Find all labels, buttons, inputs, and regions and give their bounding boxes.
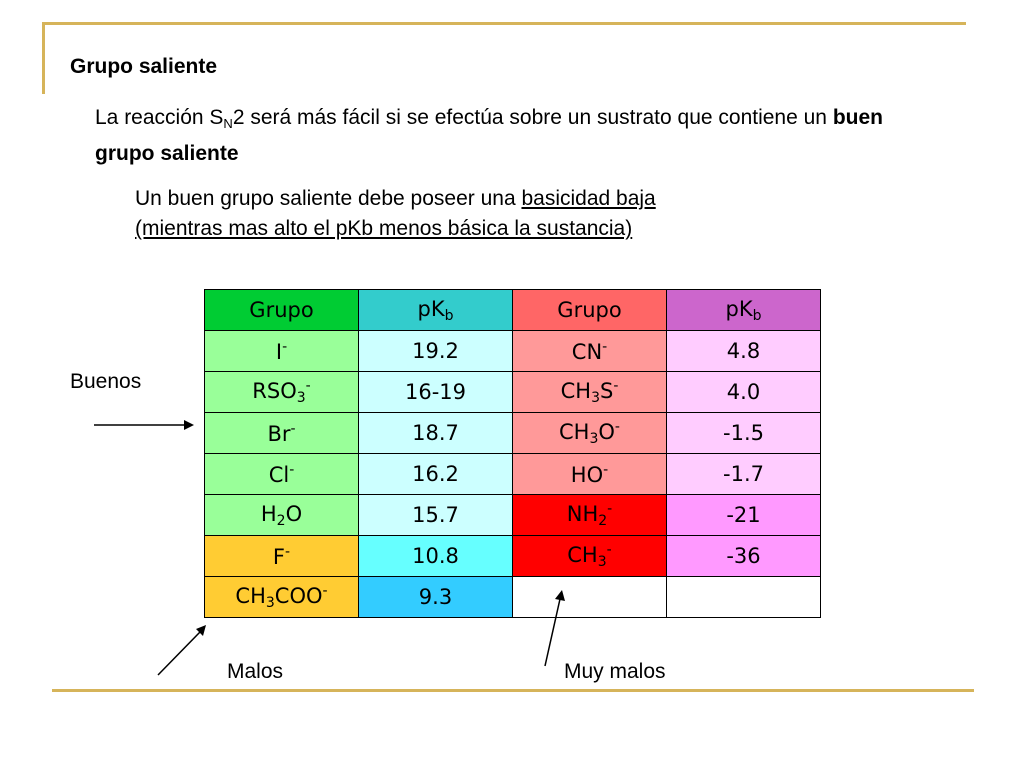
group-cell: HO- — [512, 453, 667, 495]
table-row: Cl- 16.2 HO- -1.7 — [204, 453, 821, 495]
table-row: I- 19.2 CN- 4.8 — [204, 330, 821, 372]
header-grupo-2: Grupo — [512, 289, 667, 331]
group-cell: NH2- — [512, 494, 667, 536]
group-cell: CH3O- — [512, 412, 667, 454]
empty-cell — [512, 576, 667, 618]
pkb-cell: 19.2 — [358, 330, 513, 372]
group-cell: CN- — [512, 330, 667, 372]
arrow-malos-icon — [157, 625, 206, 676]
pkb-cell: 10.8 — [358, 535, 513, 577]
frame-bottom-line — [52, 689, 974, 692]
group-cell: CH3- — [512, 535, 667, 577]
para1-text-a: La reacción S — [95, 106, 224, 129]
table-row: RSO3- 16-19 CH3S- 4.0 — [204, 371, 821, 413]
group-cell: F- — [204, 535, 359, 577]
para2-underline-1: basicidad baja — [521, 187, 656, 210]
pkb-cell: -1.5 — [666, 412, 821, 454]
para2-text-a: Un buen grupo saliente debe poseer una — [135, 187, 522, 210]
pkb-cell: 18.7 — [358, 412, 513, 454]
pkb-cell: 9.3 — [358, 576, 513, 618]
group-cell: Cl- — [204, 453, 359, 495]
table-row: H2O 15.7 NH2- -21 — [204, 494, 821, 536]
pkb-cell: 4.8 — [666, 330, 821, 372]
paragraph-sn2: La reacción SN2 será más fácil si se efe… — [95, 103, 895, 169]
arrow-muy-malos-icon — [544, 590, 565, 667]
group-cell: CH3COO- — [204, 576, 359, 618]
group-cell: CH3S- — [512, 371, 667, 413]
pkb-cell: 15.7 — [358, 494, 513, 536]
group-cell: RSO3- — [204, 371, 359, 413]
para1-bold: buen grupo saliente — [95, 106, 883, 165]
table-row: F- 10.8 CH3- -36 — [204, 535, 821, 577]
label-buenos: Buenos — [70, 370, 142, 393]
group-cell: Br- — [204, 412, 359, 454]
para1-subscript: N — [223, 116, 233, 131]
para1-text-b: 2 será más fácil si se efectúa sobre un … — [232, 106, 833, 129]
pkb-cell: -36 — [666, 535, 821, 577]
group-cell: H2O — [204, 494, 359, 536]
empty-cell — [666, 576, 821, 618]
pkb-cell: 16-19 — [358, 371, 513, 413]
table-row: CH3COO- 9.3 — [204, 576, 821, 618]
header-pkb-2: pKb — [666, 289, 821, 331]
header-grupo-1: Grupo — [204, 289, 359, 331]
frame-top-line — [42, 22, 966, 25]
leaving-group-table: Grupo pKb Grupo pKb I- 19.2 CN- 4.8 RSO3… — [204, 289, 821, 618]
label-malos: Malos — [227, 660, 284, 683]
pkb-cell: -1.7 — [666, 453, 821, 495]
paragraph-basicity: Un buen grupo saliente debe poseer una b… — [135, 184, 835, 244]
arrow-buenos-icon — [94, 420, 194, 430]
table-header-row: Grupo pKb Grupo pKb — [204, 289, 821, 331]
para2-underline-2: (mientras mas alto el pKb menos básica l… — [135, 217, 633, 240]
label-muy-malos: Muy malos — [564, 660, 666, 683]
frame-left-line — [42, 22, 45, 94]
slide-title: Grupo saliente — [70, 55, 218, 78]
pkb-cell: 16.2 — [358, 453, 513, 495]
table-row: Br- 18.7 CH3O- -1.5 — [204, 412, 821, 454]
